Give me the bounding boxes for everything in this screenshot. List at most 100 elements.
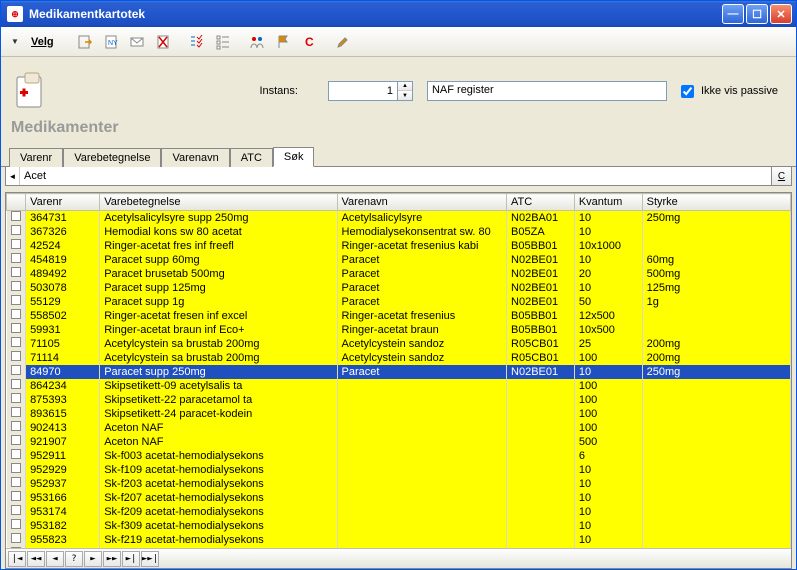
nav-button-2[interactable]: ◄	[46, 551, 64, 567]
cell-styrke: 200mg	[642, 351, 790, 365]
tab-atc[interactable]: ATC	[230, 148, 273, 167]
maximize-button[interactable]: ☐	[746, 4, 768, 24]
table-row[interactable]: 558502Ringer-acetat fresen inf excelRing…	[7, 309, 791, 323]
table-row[interactable]: 902413Aceton NAF100	[7, 421, 791, 435]
col-header-styrke[interactable]: Styrke	[642, 194, 790, 211]
cell-kvantum: 10	[574, 253, 642, 267]
row-checkbox[interactable]	[7, 239, 26, 253]
row-checkbox[interactable]	[7, 393, 26, 407]
table-row[interactable]: 953182Sk-f309 acetat-hemodialysekons10	[7, 519, 791, 533]
table-row[interactable]: 42524Ringer-acetat fres inf freeflRinger…	[7, 239, 791, 253]
row-checkbox[interactable]	[7, 407, 26, 421]
row-checkbox[interactable]	[7, 449, 26, 463]
table-row[interactable]: 893615Skipsetikett-24 paracet-kodein100	[7, 407, 791, 421]
row-checkbox[interactable]	[7, 477, 26, 491]
table-row[interactable]: 84970Paracet supp 250mgParacetN02BE01102…	[7, 365, 791, 379]
row-checkbox[interactable]	[7, 365, 26, 379]
row-checkbox[interactable]	[7, 211, 26, 226]
toolbar-delete-icon[interactable]	[152, 31, 174, 53]
row-checkbox[interactable]	[7, 435, 26, 449]
table-row[interactable]: 454819Paracet supp 60mgParacetN02BE01106…	[7, 253, 791, 267]
toolbar-people-icon[interactable]	[246, 31, 268, 53]
row-checkbox[interactable]	[7, 323, 26, 337]
toolbar-list-icon[interactable]	[212, 31, 234, 53]
nav-button-7[interactable]: ►►|	[141, 551, 159, 567]
table-row[interactable]: 503078Paracet supp 125mgParacetN02BE0110…	[7, 281, 791, 295]
row-checkbox[interactable]	[7, 379, 26, 393]
row-checkbox[interactable]	[7, 337, 26, 351]
row-checkbox[interactable]	[7, 463, 26, 477]
toolbar-c-icon[interactable]: C	[298, 31, 320, 53]
table-row[interactable]: 489492Paracet brusetab 500mgParacetN02BE…	[7, 267, 791, 281]
search-clear-button[interactable]: C	[771, 167, 791, 185]
col-header-kvantum[interactable]: Kvantum	[574, 194, 642, 211]
close-button[interactable]: ✕	[770, 4, 792, 24]
toolbar-mail-icon[interactable]	[126, 31, 148, 53]
tab-varebetegnelse[interactable]: Varebetegnelse	[63, 148, 161, 167]
table-row[interactable]: 71105Acetylcystein sa brustab 200mgAcety…	[7, 337, 791, 351]
col-header-varebetegnelse[interactable]: Varebetegnelse	[100, 194, 337, 211]
col-header-atc[interactable]: ATC	[507, 194, 575, 211]
nav-button-1[interactable]: ◄◄	[27, 551, 45, 567]
table-row[interactable]: 364731Acetylsalicylsyre supp 250mgAcetyl…	[7, 211, 791, 226]
toolbar-new-icon[interactable]: NY	[100, 31, 122, 53]
row-checkbox[interactable]	[7, 295, 26, 309]
col-header-varenr[interactable]: Varenr	[26, 194, 100, 211]
cell-varenavn	[337, 435, 507, 449]
row-checkbox[interactable]	[7, 505, 26, 519]
tab-søk[interactable]: Søk	[273, 147, 315, 167]
search-dropdown-icon[interactable]: ◄	[6, 167, 20, 185]
toolbar-dropdown-icon[interactable]: ▼	[9, 36, 21, 48]
grid-scroll[interactable]: VarenrVarebetegnelseVarenavnATCKvantumSt…	[6, 193, 791, 548]
menu-velg[interactable]: Velg	[31, 36, 54, 48]
hide-passive-checkbox[interactable]	[681, 85, 694, 98]
spinner-up-icon[interactable]: ▲	[398, 82, 412, 91]
row-checkbox[interactable]	[7, 281, 26, 295]
toolbar-flag-icon[interactable]	[272, 31, 294, 53]
table-row[interactable]: 952911Sk-f003 acetat-hemodialysekons6	[7, 449, 791, 463]
toolbar-exit-icon[interactable]	[74, 31, 96, 53]
toolbar-checklist-icon[interactable]	[186, 31, 208, 53]
cell-atc: N02BE01	[507, 253, 575, 267]
table-row[interactable]: 875393Skipsetikett-22 paracetamol ta100	[7, 393, 791, 407]
row-checkbox[interactable]	[7, 267, 26, 281]
cell-varebetegnelse: Sk-f109 acetat-hemodialysekons	[100, 463, 337, 477]
table-row[interactable]: 864234Skipsetikett-09 acetylsalis ta100	[7, 379, 791, 393]
nav-button-0[interactable]: |◄	[8, 551, 26, 567]
row-checkbox[interactable]	[7, 533, 26, 547]
cell-styrke	[642, 477, 790, 491]
nav-button-3[interactable]: ?	[65, 551, 83, 567]
table-row[interactable]: 55129Paracet supp 1gParacetN02BE01501g	[7, 295, 791, 309]
row-checkbox[interactable]	[7, 351, 26, 365]
row-checkbox[interactable]	[7, 491, 26, 505]
table-row[interactable]: 952929Sk-f109 acetat-hemodialysekons10	[7, 463, 791, 477]
row-checkbox[interactable]	[7, 519, 26, 533]
tab-varenr[interactable]: Varenr	[9, 148, 63, 167]
tab-varenavn[interactable]: Varenavn	[161, 148, 229, 167]
nav-button-5[interactable]: ►►	[103, 551, 121, 567]
cell-varenavn: Ringer-acetat fresenius kabi	[337, 239, 507, 253]
table-row[interactable]: 367326Hemodial kons sw 80 acetatHemodial…	[7, 225, 791, 239]
row-checkbox[interactable]	[7, 309, 26, 323]
col-header-chk[interactable]	[7, 194, 26, 211]
cell-varenr: 953182	[26, 519, 100, 533]
row-checkbox[interactable]	[7, 421, 26, 435]
instans-input[interactable]	[328, 81, 398, 101]
table-row[interactable]: 952937Sk-f203 acetat-hemodialysekons10	[7, 477, 791, 491]
instans-spinner[interactable]: ▲ ▼	[328, 81, 413, 101]
row-checkbox[interactable]	[7, 253, 26, 267]
spinner-down-icon[interactable]: ▼	[398, 91, 412, 100]
toolbar-brush-icon[interactable]	[332, 31, 354, 53]
minimize-button[interactable]: —	[722, 4, 744, 24]
table-row[interactable]: 955823Sk-f219 acetat-hemodialysekons10	[7, 533, 791, 547]
table-row[interactable]: 71114Acetylcystein sa brustab 200mgAcety…	[7, 351, 791, 365]
row-checkbox[interactable]	[7, 225, 26, 239]
table-row[interactable]: 921907Aceton NAF500	[7, 435, 791, 449]
nav-button-6[interactable]: ►|	[122, 551, 140, 567]
nav-button-4[interactable]: ►	[84, 551, 102, 567]
table-row[interactable]: 953166Sk-f207 acetat-hemodialysekons10	[7, 491, 791, 505]
table-row[interactable]: 953174Sk-f209 acetat-hemodialysekons10	[7, 505, 791, 519]
table-row[interactable]: 59931Ringer-acetat braun inf Eco+Ringer-…	[7, 323, 791, 337]
search-input[interactable]	[20, 167, 771, 185]
col-header-varenavn[interactable]: Varenavn	[337, 194, 507, 211]
